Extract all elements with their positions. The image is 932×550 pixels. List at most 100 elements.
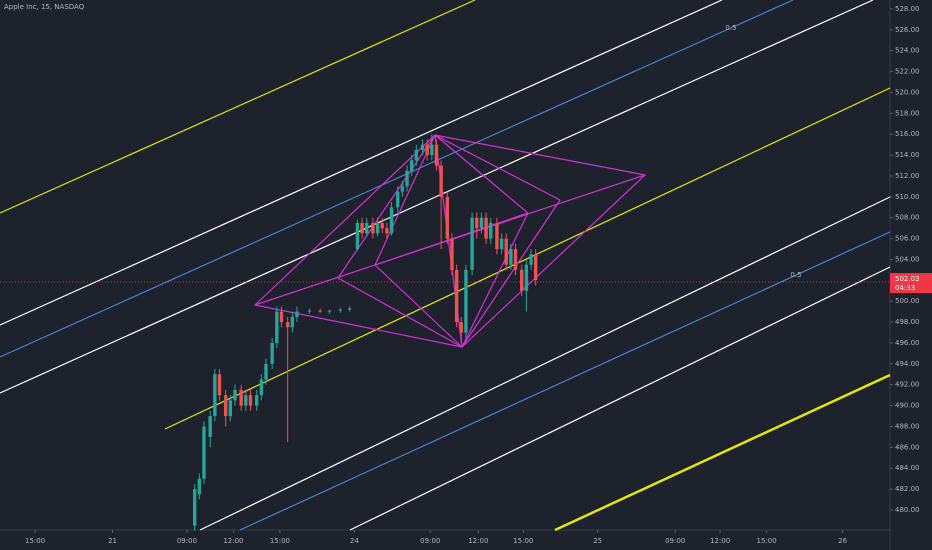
candle-body	[264, 363, 268, 380]
x-tick-label: 21	[108, 537, 117, 545]
last-price-label: 502.03	[895, 275, 920, 283]
candle-body	[489, 222, 493, 239]
candle-body	[499, 238, 504, 250]
y-tick-label: 514.00	[895, 151, 920, 159]
candle-body	[459, 322, 463, 333]
y-tick-label: 522.00	[895, 68, 920, 76]
candle-body	[239, 389, 243, 406]
candle-body	[380, 222, 384, 229]
candle-body	[318, 310, 322, 312]
y-tick-label: 516.00	[895, 130, 920, 138]
candle-body	[479, 217, 484, 229]
candle-body	[430, 144, 434, 156]
candle-body	[513, 249, 518, 270]
x-tick-label: 09:00	[420, 537, 440, 545]
y-tick-label: 520.00	[895, 88, 920, 96]
chart-title: Apple Inc, 15, NASDAQ	[4, 3, 85, 11]
y-tick-label: 518.00	[895, 109, 920, 117]
pattern-line	[337, 134, 436, 279]
y-tick-label: 500.00	[895, 297, 920, 305]
y-tick-label: 482.00	[895, 485, 920, 493]
channel-line	[0, 0, 794, 358]
y-tick-label: 506.00	[895, 235, 920, 243]
candle-body	[396, 191, 400, 208]
candle-body	[290, 316, 295, 328]
candle-body	[375, 222, 380, 234]
x-tick-label: 25	[593, 537, 602, 545]
candle-body	[223, 395, 228, 417]
candle-body	[217, 374, 222, 396]
y-tick-label: 498.00	[895, 318, 920, 326]
y-tick-label: 492.00	[895, 381, 920, 389]
candle-body	[355, 222, 360, 250]
candle-body	[275, 311, 279, 343]
candle-body	[259, 379, 264, 396]
pattern-line	[434, 134, 561, 201]
candle-body	[439, 165, 443, 197]
countdown-label: 04:33	[895, 284, 915, 292]
y-tick-label: 486.00	[895, 443, 920, 451]
y-tick-label: 524.00	[895, 47, 920, 55]
candle-body	[414, 149, 419, 161]
candle-body	[389, 207, 394, 234]
y-tick-label: 494.00	[895, 360, 920, 368]
candle-body	[434, 144, 439, 166]
pattern-line	[374, 264, 463, 348]
candle-body	[524, 264, 529, 291]
x-tick-label: 15:00	[270, 537, 290, 545]
candles	[192, 134, 538, 531]
y-tick-label: 480.00	[895, 506, 920, 514]
candle-body	[228, 400, 233, 417]
candle-body	[509, 249, 513, 265]
candle-body	[347, 308, 352, 310]
last-price-tag	[890, 273, 932, 294]
candle-body	[450, 238, 454, 270]
x-tick-label: 12:00	[223, 537, 243, 545]
x-tick-label: 09:00	[665, 537, 685, 545]
candle-body	[285, 322, 290, 328]
annotation: 0.5	[725, 24, 736, 32]
y-tick-label: 508.00	[895, 214, 920, 222]
candle-body	[520, 269, 524, 291]
candle-body	[400, 186, 405, 192]
candle-body	[307, 310, 312, 312]
pattern-line	[461, 212, 529, 348]
candle-body	[409, 160, 414, 171]
candle-body	[533, 254, 538, 281]
candle-body	[197, 478, 202, 495]
pattern-line	[337, 277, 463, 348]
candle-body	[254, 395, 259, 406]
y-tick-label: 488.00	[895, 422, 920, 430]
x-tick-label: 15:00	[25, 537, 45, 545]
y-tick-label: 528.00	[895, 5, 920, 13]
drawings	[0, 0, 891, 532]
x-tick-label: 15:00	[513, 537, 533, 545]
x-tick-label: 12:00	[468, 537, 488, 545]
x-tick-label: 12:00	[710, 537, 730, 545]
x-tick-label: 09:00	[177, 537, 197, 545]
candle-body	[484, 217, 488, 239]
candle-body	[279, 311, 284, 323]
candle-body	[295, 311, 299, 317]
x-tick-label: 24	[350, 537, 359, 545]
y-tick-label: 484.00	[895, 464, 920, 472]
y-tick-label: 512.00	[895, 172, 920, 180]
candle-body	[208, 416, 212, 437]
channel-line	[0, 0, 476, 214]
pattern-line	[461, 199, 561, 348]
candle-body	[248, 395, 253, 406]
y-tick-label: 510.00	[895, 193, 920, 201]
candle-body	[454, 269, 459, 323]
x-tick-label: 26	[838, 537, 847, 545]
y-tick-label: 490.00	[895, 402, 920, 410]
candle-body	[202, 426, 206, 479]
channel-line	[239, 231, 891, 531]
candle-body	[405, 170, 409, 187]
candle-body	[338, 309, 343, 311]
candle-body	[244, 395, 248, 406]
candle-body	[365, 222, 369, 234]
candle-body	[504, 238, 508, 265]
y-tick-label: 496.00	[895, 339, 920, 347]
candle-body	[445, 196, 450, 239]
